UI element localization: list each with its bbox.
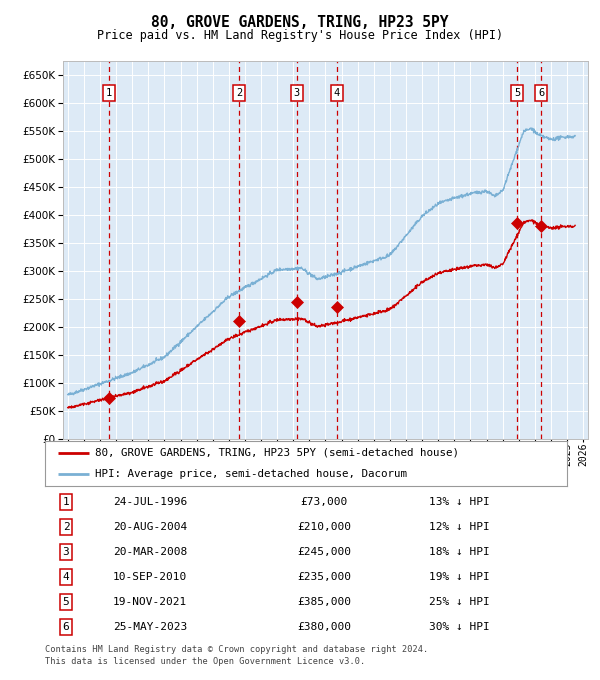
Text: This data is licensed under the Open Government Licence v3.0.: This data is licensed under the Open Gov…	[45, 657, 365, 666]
Text: 25% ↓ HPI: 25% ↓ HPI	[429, 597, 490, 607]
Text: 19-NOV-2021: 19-NOV-2021	[113, 597, 187, 607]
Text: 2: 2	[62, 522, 70, 532]
Text: 12% ↓ HPI: 12% ↓ HPI	[429, 522, 490, 532]
Text: 19% ↓ HPI: 19% ↓ HPI	[429, 572, 490, 582]
Text: 4: 4	[62, 572, 70, 582]
Text: 1: 1	[62, 497, 70, 507]
Text: 5: 5	[514, 88, 520, 99]
Text: 18% ↓ HPI: 18% ↓ HPI	[429, 547, 490, 557]
Text: 13% ↓ HPI: 13% ↓ HPI	[429, 497, 490, 507]
Text: 4: 4	[334, 88, 340, 99]
Text: 25-MAY-2023: 25-MAY-2023	[113, 622, 187, 632]
Text: 1: 1	[106, 88, 112, 99]
Text: 3: 3	[62, 547, 70, 557]
Text: 80, GROVE GARDENS, TRING, HP23 5PY: 80, GROVE GARDENS, TRING, HP23 5PY	[151, 15, 449, 30]
Text: 20-MAR-2008: 20-MAR-2008	[113, 547, 187, 557]
Text: £73,000: £73,000	[301, 497, 347, 507]
Text: 5: 5	[62, 597, 70, 607]
Text: Contains HM Land Registry data © Crown copyright and database right 2024.: Contains HM Land Registry data © Crown c…	[45, 645, 428, 653]
Text: 30% ↓ HPI: 30% ↓ HPI	[429, 622, 490, 632]
Text: 20-AUG-2004: 20-AUG-2004	[113, 522, 187, 532]
Text: 6: 6	[62, 622, 70, 632]
Text: £385,000: £385,000	[297, 597, 351, 607]
Text: £380,000: £380,000	[297, 622, 351, 632]
Text: 3: 3	[294, 88, 300, 99]
Text: 10-SEP-2010: 10-SEP-2010	[113, 572, 187, 582]
Text: 80, GROVE GARDENS, TRING, HP23 5PY (semi-detached house): 80, GROVE GARDENS, TRING, HP23 5PY (semi…	[95, 448, 458, 458]
Text: HPI: Average price, semi-detached house, Dacorum: HPI: Average price, semi-detached house,…	[95, 469, 407, 479]
Text: £245,000: £245,000	[297, 547, 351, 557]
Text: 2: 2	[236, 88, 242, 99]
Text: £210,000: £210,000	[297, 522, 351, 532]
Text: 24-JUL-1996: 24-JUL-1996	[113, 497, 187, 507]
Text: Price paid vs. HM Land Registry's House Price Index (HPI): Price paid vs. HM Land Registry's House …	[97, 29, 503, 42]
Text: £235,000: £235,000	[297, 572, 351, 582]
Text: 6: 6	[538, 88, 544, 99]
